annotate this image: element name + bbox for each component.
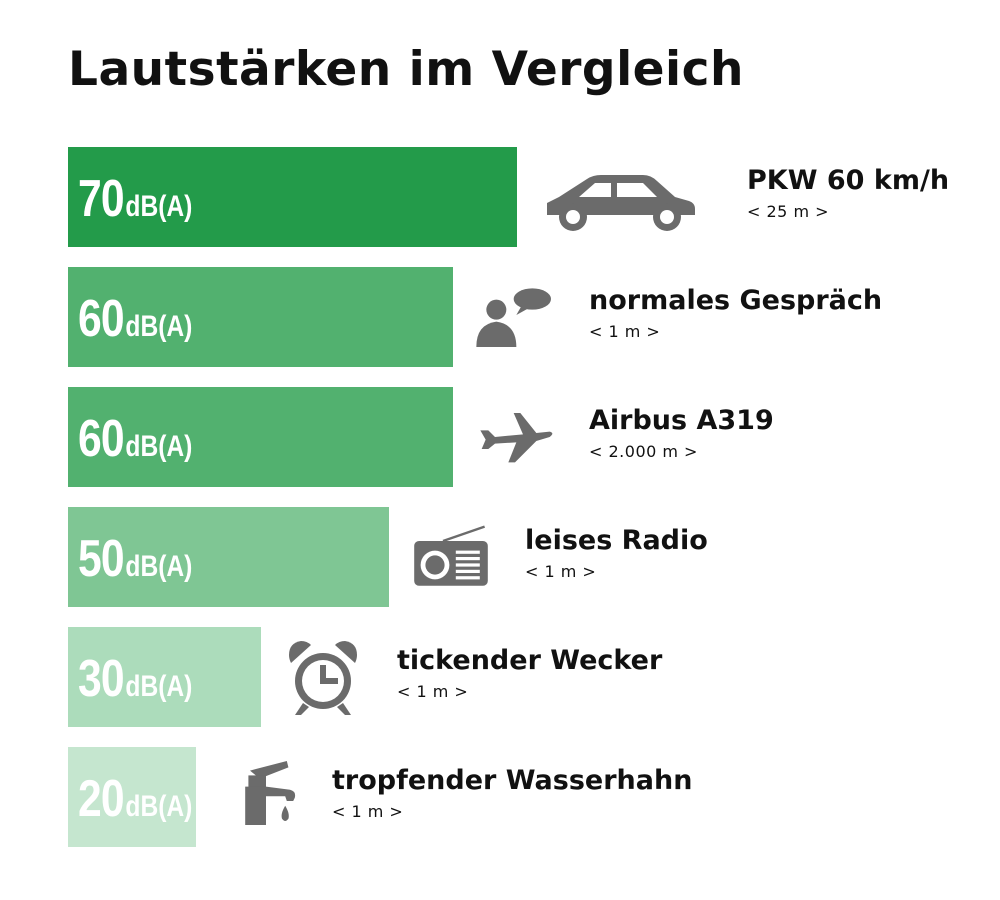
radio-icon <box>411 517 491 597</box>
bar-value: 70 <box>78 170 125 228</box>
bar: 60dB(A) <box>68 387 453 487</box>
category-distance: < 1 m > <box>525 562 597 581</box>
airplane-icon <box>475 397 555 477</box>
bar-value: 30 <box>78 650 125 708</box>
car-icon <box>539 157 699 237</box>
bar: 60dB(A) <box>68 267 453 367</box>
bar-value-label: 70dB(A) <box>78 169 192 229</box>
category-name: PKW 60 km/h <box>747 165 950 196</box>
category-distance: < 1 m > <box>397 682 469 701</box>
speaking-person-icon <box>475 277 555 357</box>
category-name: tickender Wecker <box>397 645 663 676</box>
bar-row: 20dB(A) tropfender Wasserhahn < 1 m > <box>0 747 1000 847</box>
bar-row: 60dB(A) normales Gespräch < 1 m > <box>0 267 1000 367</box>
bar-value-label: 60dB(A) <box>78 289 192 349</box>
bar-row: 30dB(A) tickender Wecker < 1 m > <box>0 627 1000 727</box>
chart-title: Lautstärken im Vergleich <box>68 42 744 97</box>
bar-row: 50dB(A) leises Radio < 1 m > <box>0 507 1000 607</box>
bar-unit: dB(A) <box>125 430 193 463</box>
bar-unit: dB(A) <box>125 310 193 343</box>
category-name: Airbus A319 <box>589 405 774 436</box>
bar-value: 60 <box>78 410 125 468</box>
bar-row: 60dB(A) Airbus A319 < 2.000 m > <box>0 387 1000 487</box>
bar: 70dB(A) <box>68 147 517 247</box>
bar: 30dB(A) <box>68 627 261 727</box>
bar: 20dB(A) <box>68 747 196 847</box>
bar-value-label: 60dB(A) <box>78 409 192 469</box>
category-label: Airbus A319 < 2.000 m > <box>589 405 774 461</box>
category-distance: < 2.000 m > <box>589 442 698 461</box>
bar-value-label: 50dB(A) <box>78 529 192 589</box>
bar-unit: dB(A) <box>125 550 193 583</box>
bar-value-label: 30dB(A) <box>78 649 192 709</box>
bar: 50dB(A) <box>68 507 389 607</box>
category-distance: < 1 m > <box>332 802 404 821</box>
alarm-clock-icon <box>283 637 363 717</box>
bar-value: 20 <box>78 770 125 828</box>
bar-unit: dB(A) <box>125 790 193 823</box>
category-distance: < 1 m > <box>589 322 661 341</box>
bar-value: 60 <box>78 290 125 348</box>
category-name: normales Gespräch <box>589 285 883 316</box>
bar-unit: dB(A) <box>125 670 193 703</box>
category-label: tropfender Wasserhahn < 1 m > <box>332 765 692 821</box>
bar-value-label: 20dB(A) <box>78 769 192 829</box>
bar-unit: dB(A) <box>125 190 193 223</box>
category-name: tropfender Wasserhahn <box>332 765 693 796</box>
category-name: leises Radio <box>525 525 708 556</box>
dripping-faucet-icon <box>218 757 298 837</box>
category-label: normales Gespräch < 1 m > <box>589 285 882 341</box>
category-label: PKW 60 km/h < 25 m > <box>747 165 949 221</box>
category-label: leises Radio < 1 m > <box>525 525 708 581</box>
bar-value: 50 <box>78 530 125 588</box>
bar-row: 70dB(A) PKW 60 km/h < 25 m > <box>0 147 1000 247</box>
category-label: tickender Wecker < 1 m > <box>397 645 662 701</box>
category-distance: < 25 m > <box>747 202 830 221</box>
